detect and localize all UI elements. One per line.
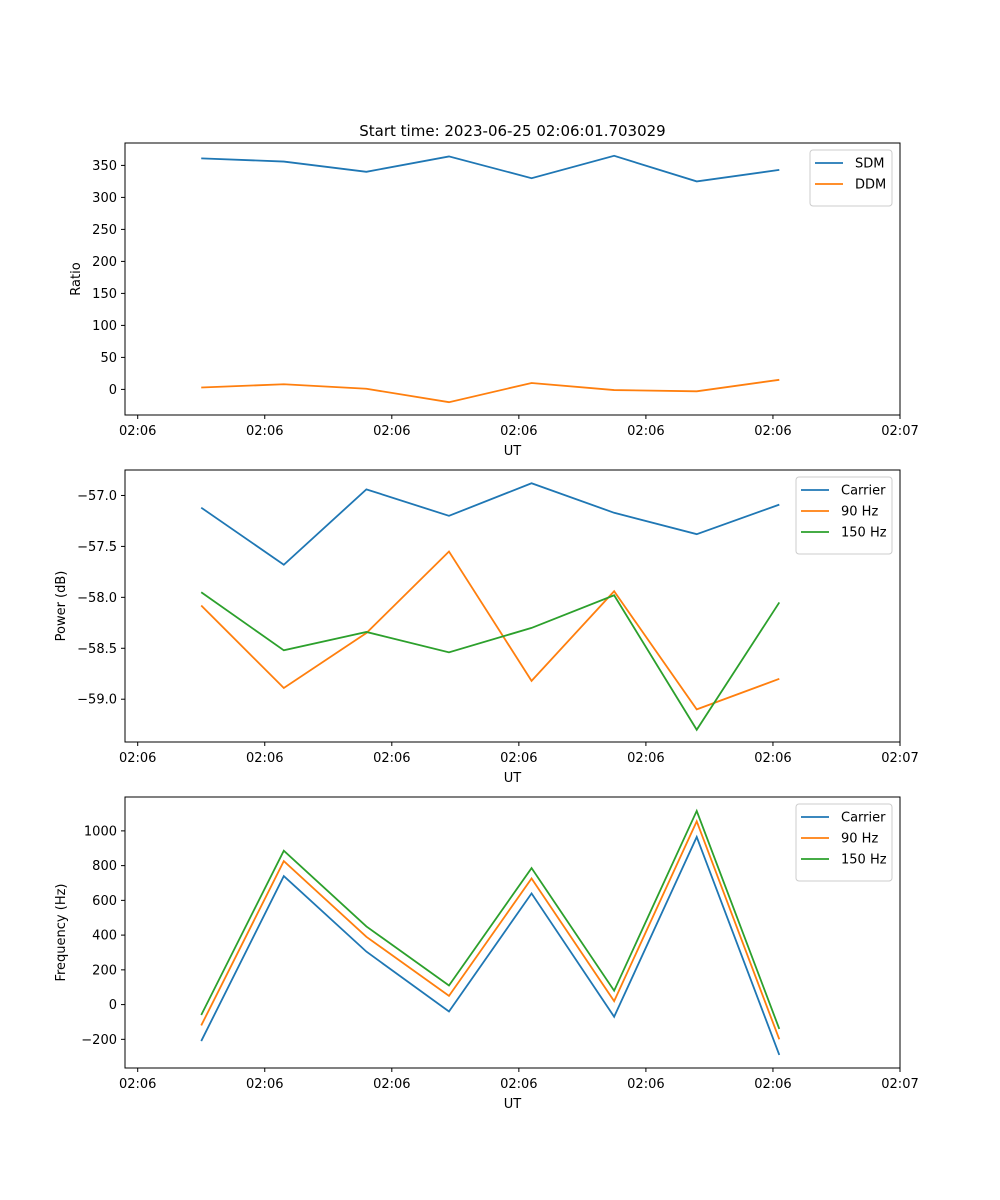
y-tick-label: 350	[92, 159, 117, 174]
x-axis-label: UT	[504, 1097, 522, 1112]
series-line-sdm	[201, 154, 780, 183]
plot-frame	[124, 469, 901, 743]
y-tick-label: 200	[92, 963, 117, 978]
x-tick-label: 02:06	[373, 1077, 410, 1092]
x-tick-label: 02:06	[754, 751, 791, 766]
y-tick-label: −59.0	[77, 693, 117, 708]
legend: Carrier 90 Hz 150 Hz	[795, 476, 893, 555]
y-axis-label: Frequency (Hz)	[54, 883, 69, 981]
series-line-90-hz	[200, 818, 781, 1040]
legend-label: 150 Hz	[841, 853, 887, 868]
y-tick-label: 0	[109, 383, 117, 398]
legend-label: Carrier	[841, 484, 886, 499]
legend-box	[795, 476, 893, 555]
y-tick-label: −58.0	[77, 591, 117, 606]
legend-label: Carrier	[841, 811, 886, 826]
y-tick-label: 0	[109, 998, 117, 1013]
y-tick-label: 200	[92, 255, 117, 270]
series-line-90-hz	[200, 550, 780, 711]
y-tick-label: 800	[92, 859, 117, 874]
x-tick-label: 02:06	[246, 751, 283, 766]
x-tick-label: 02:06	[246, 424, 283, 439]
x-tick-label: 02:06	[373, 424, 410, 439]
x-tick-label: 02:06	[246, 1077, 283, 1092]
chart-panel-2: 02:06 02:06 02:06 02:06 02:06 02:06 02:07 −59.0…	[54, 469, 919, 786]
x-tick-label: 02:06	[119, 751, 156, 766]
legend-label: SDM	[855, 157, 884, 172]
x-tick-label: 02:07	[881, 751, 918, 766]
x-tick-label: 02:06	[627, 424, 664, 439]
x-tick-label: 02:07	[881, 424, 918, 439]
y-tick-label: −200	[81, 1033, 117, 1048]
x-tick-label: 02:06	[754, 424, 791, 439]
legend-label: 90 Hz	[841, 832, 878, 847]
chart-title: Start time: 2023-06-25 02:06:01.703029	[359, 122, 665, 140]
series-line-carrier	[200, 482, 780, 566]
y-tick-label: 250	[92, 223, 117, 238]
y-tick-label: −57.0	[77, 489, 117, 504]
series-line-150-hz	[200, 808, 781, 1030]
legend: SDM DDM	[809, 149, 893, 207]
y-tick-label: −57.5	[77, 540, 117, 555]
series-line-ddm	[201, 378, 780, 404]
chart-panel-3: 02:06 02:06 02:06 02:06 02:06 02:06 02:07 −200 0…	[54, 796, 919, 1112]
y-tick-label: 1000	[84, 824, 117, 839]
x-tick-label: 02:06	[500, 424, 537, 439]
x-tick-label: 02:06	[627, 1077, 664, 1092]
legend-box	[795, 803, 893, 882]
x-tick-label: 02:06	[373, 751, 410, 766]
legend-label: 150 Hz	[841, 526, 887, 541]
x-tick-label: 02:06	[119, 424, 156, 439]
legend-label: DDM	[855, 178, 886, 193]
legend-label: 90 Hz	[841, 505, 878, 520]
plot-frame	[124, 142, 901, 416]
y-tick-label: 150	[92, 287, 117, 302]
y-axis-label: Ratio	[69, 262, 84, 295]
legend-box	[809, 149, 893, 207]
y-tick-label: 400	[92, 929, 117, 944]
x-tick-label: 02:06	[119, 1077, 156, 1092]
x-axis-label: UT	[504, 444, 522, 459]
y-tick-label: 300	[92, 191, 117, 206]
x-tick-label: 02:06	[627, 751, 664, 766]
y-tick-label: 600	[92, 894, 117, 909]
x-tick-label: 02:07	[881, 1077, 918, 1092]
y-tick-label: 100	[92, 319, 117, 334]
x-tick-label: 02:06	[500, 751, 537, 766]
y-tick-label: −58.5	[77, 642, 117, 657]
series-line-150-hz	[200, 591, 781, 732]
y-axis-label: Power (dB)	[54, 571, 69, 642]
chart-panel-1: 02:06 02:06 02:06 02:06 02:06 02:06 02:07 0 50 10…	[69, 122, 919, 459]
legend: Carrier 90 Hz 150 Hz	[795, 803, 893, 882]
x-axis-label: UT	[504, 771, 522, 786]
y-tick-label: 50	[100, 351, 117, 366]
x-tick-label: 02:06	[754, 1077, 791, 1092]
series-line-carrier	[200, 834, 781, 1056]
x-tick-label: 02:06	[500, 1077, 537, 1092]
plot-frame	[124, 796, 901, 1069]
